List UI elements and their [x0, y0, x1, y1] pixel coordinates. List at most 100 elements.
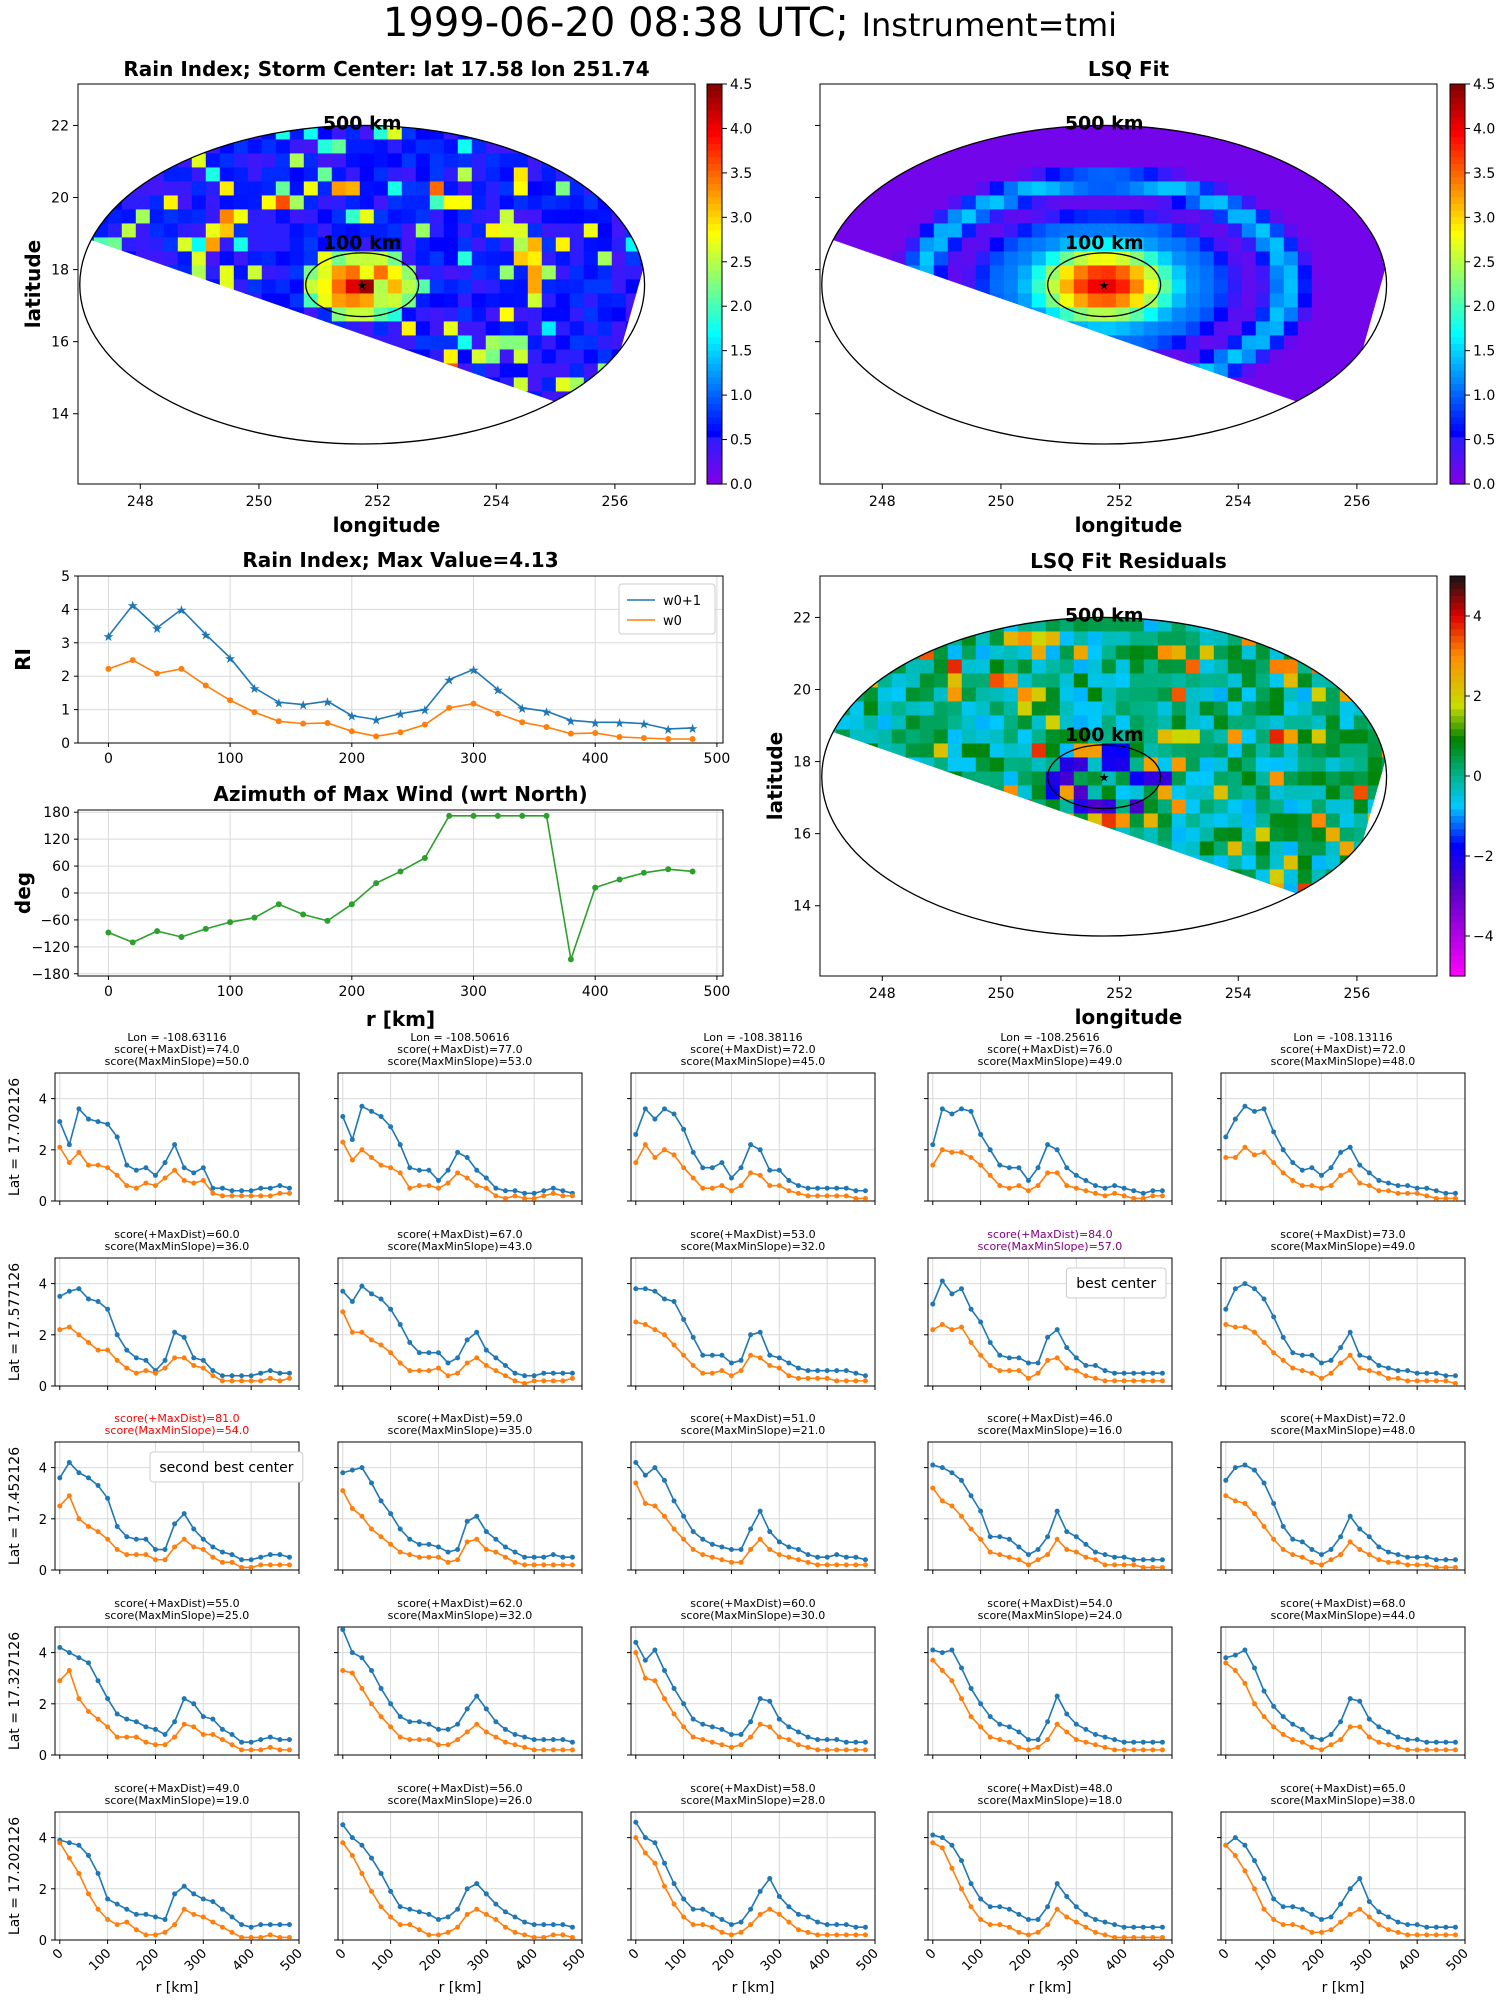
series-point	[1121, 1193, 1127, 1199]
series-point	[1309, 1547, 1315, 1553]
map-cell	[891, 405, 907, 418]
series-point	[843, 1554, 849, 1560]
map-cell	[1228, 925, 1243, 940]
map-cell	[1311, 729, 1327, 744]
map-cell	[205, 279, 221, 294]
map-cell	[849, 167, 865, 182]
map-cell	[1143, 153, 1159, 168]
map-cell	[835, 251, 851, 266]
series-point	[239, 1373, 245, 1379]
y-tick-label: 1	[61, 703, 70, 719]
map-cell	[905, 869, 921, 884]
map-cell	[877, 265, 893, 280]
colorbar-band	[1450, 270, 1465, 278]
map-cell	[961, 827, 977, 842]
map-cell	[1059, 181, 1075, 196]
map-cell	[248, 433, 262, 448]
series-point	[1357, 1365, 1363, 1371]
y-tick-label: 3	[61, 636, 70, 652]
map-cell	[1087, 167, 1103, 182]
map-cell	[331, 335, 347, 350]
map-cell	[1283, 279, 1299, 294]
map-cell	[948, 925, 963, 940]
map-cell	[849, 729, 865, 744]
x-tick-label: 248	[127, 494, 154, 510]
map-cell	[1129, 631, 1145, 646]
map-cell	[1381, 883, 1387, 898]
series-point	[719, 1544, 725, 1550]
map-cell	[247, 265, 263, 280]
map-cell	[555, 153, 571, 168]
map-cell	[1171, 391, 1187, 406]
map-cell	[135, 391, 151, 406]
series-point	[997, 1737, 1003, 1743]
map-cell	[1325, 687, 1341, 702]
map-cell	[444, 419, 459, 434]
map-cell	[1171, 617, 1187, 632]
series-point	[569, 1370, 575, 1376]
map-cell	[1227, 659, 1243, 674]
map-cell	[331, 293, 347, 308]
series-point	[862, 1378, 868, 1384]
map-cell	[1353, 645, 1369, 660]
y-tick-label: 180	[43, 805, 70, 821]
map-cell	[219, 307, 235, 322]
series-point	[464, 1518, 470, 1524]
map-cell	[975, 251, 991, 266]
series-point	[210, 1554, 216, 1560]
subplot-header: score(+MaxDist)=77.0	[397, 1043, 522, 1056]
map-cell	[93, 405, 109, 418]
series-point	[191, 1363, 197, 1369]
colorbar-band	[1450, 250, 1465, 258]
map-cell	[821, 349, 837, 364]
map-cell	[373, 349, 389, 364]
map-cell	[611, 153, 627, 168]
map-cell	[177, 335, 193, 350]
series-point	[1025, 1562, 1031, 1568]
map-cell	[1031, 153, 1047, 168]
series-line-w0	[1225, 1323, 1456, 1385]
map-cell	[849, 335, 865, 350]
colorbar-band	[1450, 702, 1465, 710]
series-point	[824, 1562, 830, 1568]
series-point	[95, 1299, 101, 1305]
map-cell	[1143, 617, 1159, 632]
colorbar-band	[1450, 736, 1465, 744]
map-cell	[359, 335, 375, 350]
map-cell	[500, 433, 514, 448]
map-cell	[989, 363, 1005, 378]
map-cell	[345, 195, 361, 210]
series-point	[1443, 1564, 1449, 1570]
series-point	[786, 1188, 792, 1194]
map-cell	[485, 153, 501, 168]
map-cell	[905, 167, 921, 182]
map-cell	[1017, 223, 1033, 238]
series-point	[426, 1721, 432, 1727]
map-cell	[1059, 349, 1075, 364]
map-cell	[1297, 673, 1313, 688]
map-cell	[304, 419, 319, 434]
colorbar-band	[1450, 616, 1465, 624]
series-point	[1271, 1129, 1277, 1135]
map-cell	[1101, 757, 1117, 772]
map-cell	[373, 153, 389, 168]
map-cell	[471, 391, 487, 406]
map-cell	[849, 869, 865, 884]
map-cell	[611, 405, 627, 418]
map-cell	[961, 363, 977, 378]
map-cell	[877, 237, 893, 252]
map-cell	[1060, 433, 1075, 448]
map-cell	[597, 153, 613, 168]
map-cell	[947, 729, 963, 744]
map-cell	[919, 869, 935, 884]
x-tick-label: 254	[1225, 986, 1252, 1002]
map-cell	[583, 195, 599, 210]
map-cell	[373, 167, 389, 182]
map-cell	[989, 841, 1005, 856]
map-cell	[289, 251, 305, 266]
map-cell	[1269, 167, 1285, 182]
map-cell	[1354, 911, 1369, 926]
series-line-w0+1	[635, 1641, 866, 1743]
map-cell	[961, 391, 977, 406]
series-point	[939, 1106, 945, 1112]
